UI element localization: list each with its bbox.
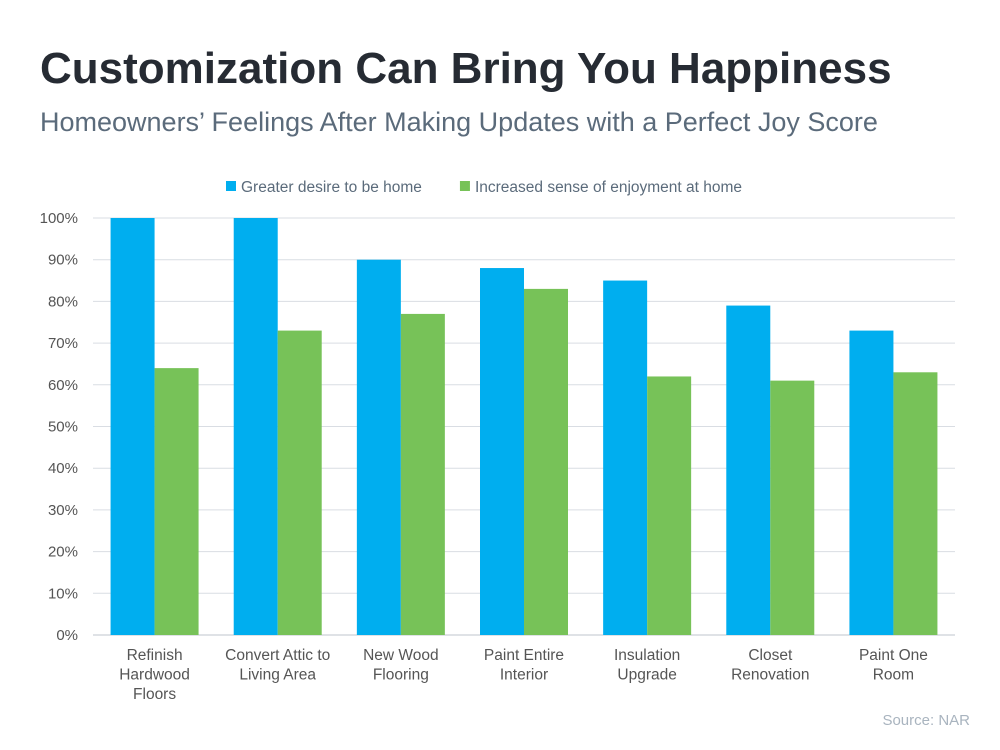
- bar-greater-desire: [110, 218, 155, 635]
- x-tick-label: Paint Entire: [484, 647, 564, 664]
- bar-greater-desire: [480, 268, 524, 635]
- x-tick-label: Hardwood: [119, 667, 190, 684]
- x-tick-label: Flooring: [373, 667, 429, 684]
- y-tick-label: 90%: [48, 252, 78, 269]
- bar-greater-desire: [726, 305, 771, 635]
- y-tick-label: 20%: [48, 544, 78, 561]
- y-tick-label: 10%: [48, 585, 78, 602]
- x-tick-label: Paint One: [859, 647, 928, 664]
- y-tick-label: 0%: [56, 627, 78, 644]
- x-tick-label: Renovation: [731, 667, 809, 684]
- y-tick-label: 80%: [48, 293, 78, 310]
- legend-swatch: [459, 181, 470, 191]
- x-tick-label: Upgrade: [617, 667, 676, 684]
- bar-enjoyment: [154, 368, 199, 635]
- x-tick-label: Room: [873, 667, 914, 684]
- bar-greater-desire: [603, 280, 648, 635]
- bar-greater-desire: [849, 330, 894, 635]
- y-tick-label: 60%: [48, 377, 78, 394]
- bar-enjoyment: [893, 372, 938, 635]
- x-tick-label: Insulation: [614, 647, 680, 664]
- x-tick-label: Living Area: [239, 667, 316, 684]
- x-tick-label: Floors: [133, 686, 176, 703]
- y-tick-label: 100%: [40, 210, 78, 227]
- source-note: Source: NAR: [882, 712, 970, 729]
- y-tick-label: 50%: [48, 419, 78, 436]
- bar-greater-desire: [356, 259, 401, 635]
- x-tick-label: Closet: [748, 647, 793, 664]
- bar-enjoyment: [770, 380, 815, 635]
- legend-label: Increased sense of enjoyment at home: [475, 179, 742, 196]
- chart-subtitle: Homeowners’ Feelings After Making Update…: [40, 107, 878, 137]
- legend-swatch: [226, 181, 236, 191]
- bar-greater-desire: [233, 218, 278, 635]
- x-tick-label: Interior: [500, 667, 548, 684]
- bar-enjoyment: [277, 330, 322, 635]
- chart-title: Customization Can Bring You Happiness: [40, 44, 892, 93]
- x-tick-label: Convert Attic to: [225, 647, 330, 664]
- bar-enjoyment: [647, 376, 692, 635]
- legend-label: Greater desire to be home: [241, 179, 422, 196]
- x-tick-label: Refinish: [127, 647, 183, 664]
- y-tick-label: 40%: [48, 460, 78, 477]
- bar-enjoyment: [400, 313, 445, 635]
- bar-enjoyment: [524, 288, 568, 635]
- y-tick-label: 30%: [48, 502, 78, 519]
- y-tick-label: 70%: [48, 335, 78, 352]
- x-tick-label: New Wood: [363, 647, 439, 664]
